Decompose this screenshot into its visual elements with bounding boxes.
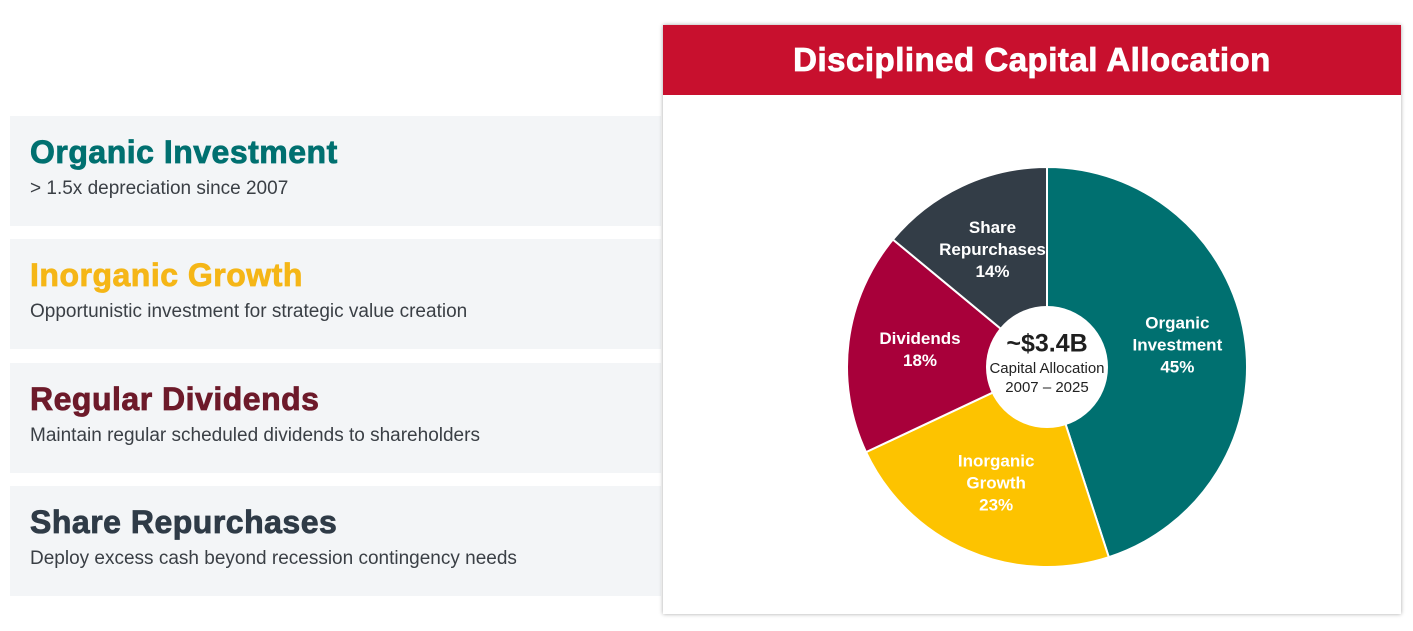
slice-name-label: Organic (1145, 314, 1209, 333)
slice-value-label: 23% (979, 496, 1013, 515)
slice-value-label: 14% (975, 263, 1009, 282)
slice-name-label: Investment (1132, 336, 1222, 355)
slice-name-label: Share (969, 219, 1016, 238)
pie-slice (891, 166, 1048, 368)
card-description: > 1.5x depreciation since 2007 (30, 178, 289, 199)
card-description: Deploy excess cash beyond recession cont… (30, 548, 517, 569)
center-period: 2007 – 2025 (1005, 379, 1088, 396)
slice-label: Dividends 18% (879, 329, 960, 370)
slice-label: Inorganic Growth 23% (958, 452, 1035, 515)
slice-name-label: Inorganic (958, 452, 1035, 471)
center-total-value: ~$3.4B (1006, 330, 1087, 358)
card-regular-dividends: Regular Dividends Maintain regular sched… (10, 363, 661, 473)
slice-label: Share Repurchases 14% (939, 219, 1046, 282)
pie-slice (846, 238, 1048, 454)
card-description: Maintain regular scheduled dividends to … (30, 425, 480, 446)
card-inorganic-growth: Inorganic Growth Opportunistic investmen… (10, 239, 661, 349)
card-title: Regular Dividends (30, 381, 320, 418)
panel-title: Disciplined Capital Allocation (793, 41, 1271, 79)
slice-label: Organic Investment 45% (1132, 314, 1222, 377)
card-title: Share Repurchases (30, 504, 338, 541)
capital-allocation-panel: Disciplined Capital Allocation Organic In… (663, 25, 1401, 614)
donut-hole (986, 306, 1108, 428)
card-title: Inorganic Growth (30, 257, 303, 294)
slice-value-label: 18% (903, 351, 937, 370)
pie-slice (1046, 166, 1248, 559)
capital-allocation-donut-chart: Organic Investment 45% Inorganic Growth 23% Di… (846, 166, 1248, 568)
slice-name-label: Dividends (879, 329, 960, 348)
center-caption: Capital Allocation (989, 360, 1104, 377)
card-title: Organic Investment (30, 134, 338, 171)
slice-name-label: Repurchases (939, 241, 1046, 260)
slice-value-label: 45% (1160, 358, 1194, 377)
slice-name-label: Growth (966, 474, 1026, 493)
panel-header: Disciplined Capital Allocation (663, 25, 1401, 95)
card-organic-investment: Organic Investment > 1.5x depreciation s… (10, 116, 661, 226)
card-share-repurchases: Share Repurchases Deploy excess cash bey… (10, 486, 661, 596)
card-description: Opportunistic investment for strategic v… (30, 301, 468, 322)
